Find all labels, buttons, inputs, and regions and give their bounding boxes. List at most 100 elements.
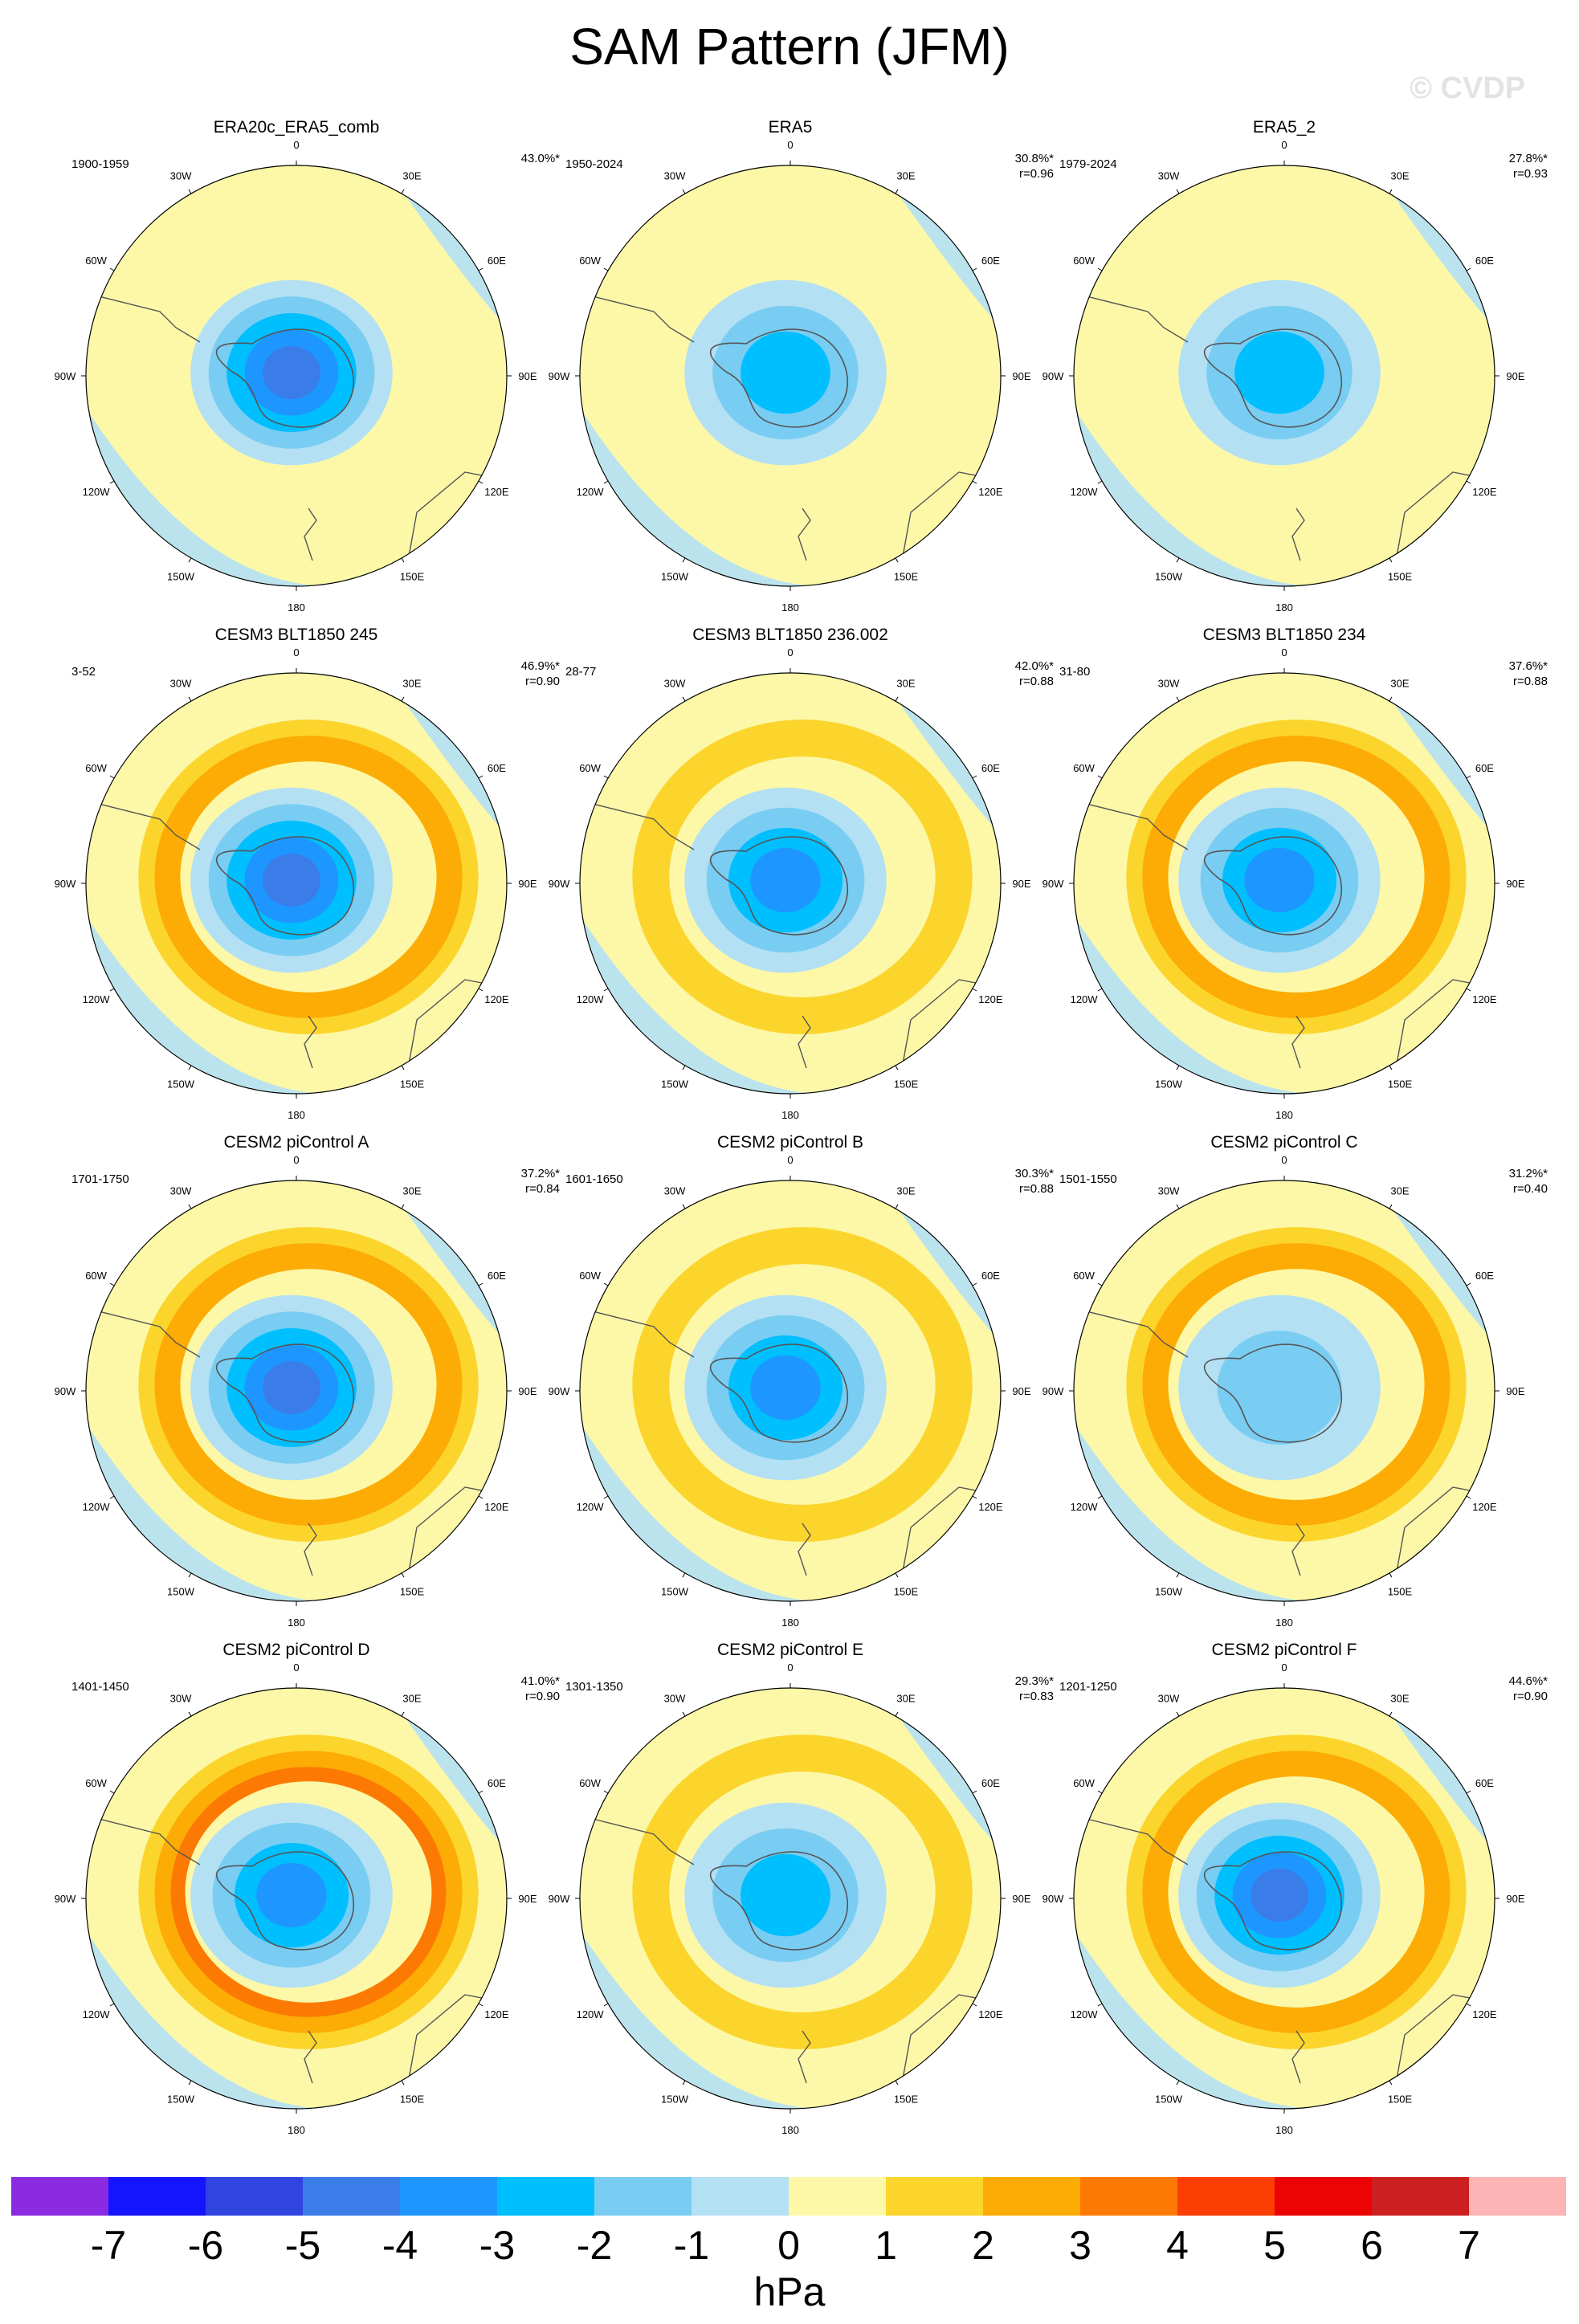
longitude-label: 90W	[1042, 1893, 1064, 1905]
longitude-tick	[1466, 1790, 1471, 1794]
longitude-tick	[603, 1282, 609, 1286]
polar-map: 0 30E 60E 90E 120E 150E 180 150W 120W 90W 60W 30W	[549, 139, 1031, 614]
longitude-tick	[1176, 2080, 1180, 2085]
colorbar-tick-label: -6	[187, 2223, 224, 2268]
antarctica-coastline	[709, 1343, 849, 1443]
longitude-tick	[109, 988, 115, 992]
south-america-coastline	[589, 802, 695, 850]
pattern-correlation: r=0.96	[1019, 167, 1054, 181]
longitude-label: 60E	[1475, 1270, 1494, 1282]
longitude-tick	[972, 988, 977, 992]
new-zealand-coastline	[1291, 2030, 1305, 2084]
longitude-label: 150E	[400, 1078, 425, 1090]
panel-title: CESM3 BLT1850 245	[214, 626, 378, 644]
panel-stats: 30.3%* r=0.88	[1015, 1166, 1054, 1197]
longitude-label: 60W	[85, 255, 107, 267]
longitude-label: 150W	[167, 2093, 195, 2105]
colorbar-swatch	[1372, 2177, 1470, 2216]
longitude-label: 120W	[577, 993, 605, 1005]
longitude-label: 0	[1281, 1661, 1287, 1674]
longitude-label: 150E	[894, 1078, 919, 1090]
longitude-tick	[1466, 1282, 1471, 1286]
panel-title: CESM2 piControl B	[716, 1133, 864, 1152]
map-panel: CESM2 piControl B 1601-1650 30.3%* r=0.88 0 3…	[549, 1132, 1068, 1646]
longitude-label: 60W	[1073, 1270, 1095, 1282]
polar-map: 0 30E 60E 90E 120E 150E 180 150W 120W 90W 60W 30W	[549, 646, 1031, 1121]
figure-title: SAM Pattern (JFM)	[569, 18, 1010, 75]
longitude-tick	[109, 1790, 115, 1794]
longitude-label: 0	[1281, 646, 1287, 658]
percent-variance: 27.8%*	[1508, 152, 1548, 165]
pattern-correlation: r=0.84	[525, 1182, 560, 1196]
pattern-correlation: r=0.90	[525, 1690, 560, 1703]
longitude-label: 150E	[1388, 1585, 1413, 1597]
longitude-label: 120E	[978, 993, 1003, 1005]
longitude-tick	[972, 1790, 977, 1794]
panel-period: 1501-1550	[1059, 1172, 1117, 1186]
longitude-tick	[109, 1495, 115, 1499]
panel-stats: 27.8%* r=0.93	[1509, 151, 1548, 181]
longitude-label: 120W	[83, 1501, 111, 1513]
longitude-label: 30W	[664, 678, 686, 690]
longitude-label: 60W	[579, 1777, 601, 1789]
longitude-label: 90E	[1506, 370, 1524, 382]
contour-positive-band	[632, 720, 973, 1034]
colorbar-swatch	[303, 2177, 401, 2216]
longitude-label: 150E	[400, 570, 425, 582]
longitude-label: 60E	[981, 1270, 1000, 1282]
longitude-label: 150E	[1388, 570, 1413, 582]
longitude-label: 150W	[1155, 570, 1183, 582]
new-zealand-coastline	[304, 1523, 317, 1576]
longitude-tick	[188, 1572, 192, 1578]
map-panel: CESM3 BLT1850 236.002 28-77 42.0%* r=0.88 0 3…	[549, 625, 1068, 1139]
panel-title: CESM2 piControl C	[1210, 1133, 1358, 1152]
longitude-label: 60E	[488, 1777, 506, 1789]
longitude-label: 30W	[1158, 1185, 1180, 1197]
longitude-label: 90W	[549, 878, 570, 890]
longitude-label: 90W	[549, 370, 570, 382]
pattern-correlation: r=0.88	[1513, 675, 1548, 688]
panel-title: ERA5	[768, 118, 813, 137]
longitude-label: 0	[293, 1661, 299, 1674]
south-america-coastline	[589, 295, 695, 343]
longitude-tick	[188, 696, 192, 702]
longitude-tick	[1097, 480, 1103, 484]
colorbar-tick-label: 6	[1361, 2223, 1383, 2268]
pattern-correlation: r=0.83	[1019, 1690, 1054, 1703]
longitude-tick	[1466, 988, 1471, 992]
longitude-tick	[1097, 775, 1103, 779]
panel-period: 1900-1959	[71, 157, 129, 171]
colorbar-tick-label: 7	[1458, 2223, 1480, 2268]
contour-negative-core	[256, 1862, 327, 1928]
colorbar-swatch	[789, 2177, 887, 2216]
longitude-label: 150W	[167, 1585, 195, 1597]
south-america-coastline	[95, 802, 201, 850]
longitude-tick	[188, 1711, 192, 1717]
new-zealand-coastline	[1291, 1523, 1305, 1576]
longitude-label: 150W	[1155, 1078, 1183, 1090]
new-zealand-coastline	[798, 508, 811, 561]
longitude-label: 150W	[167, 570, 195, 582]
longitude-tick	[1389, 557, 1393, 563]
colorbar-swatch	[1275, 2177, 1373, 2216]
colorbar-swatch	[1177, 2177, 1275, 2216]
colorbar-swatch	[886, 2177, 984, 2216]
longitude-label: 60E	[1475, 1777, 1494, 1789]
longitude-label: 120E	[978, 486, 1003, 498]
longitude-label: 90W	[55, 1385, 76, 1397]
polar-map: 0 30E 60E 90E 120E 150E 180 150W 120W 90W 60W 30W	[55, 1661, 537, 2136]
map-panel: CESM3 BLT1850 234 31-80 37.6%* r=0.88 0 30E 60…	[1042, 625, 1562, 1139]
cvdp-watermark: © CVDP	[1410, 71, 1526, 105]
percent-variance: 31.2%*	[1508, 1167, 1548, 1180]
longitude-tick	[603, 775, 609, 779]
panel-stats: 42.0%* r=0.88	[1015, 658, 1054, 689]
colorbar-tick-label: 0	[777, 2223, 800, 2268]
south-america-coastline	[95, 1817, 201, 1865]
contour-negative-core	[263, 1361, 320, 1414]
panel-stats: 37.2%* r=0.84	[521, 1166, 560, 1197]
colorbar-tick-label: 3	[1069, 2223, 1091, 2268]
longitude-label: 120W	[1071, 486, 1099, 498]
longitude-tick	[972, 775, 977, 779]
longitude-label: 90E	[518, 878, 537, 890]
longitude-tick	[682, 1204, 686, 1209]
